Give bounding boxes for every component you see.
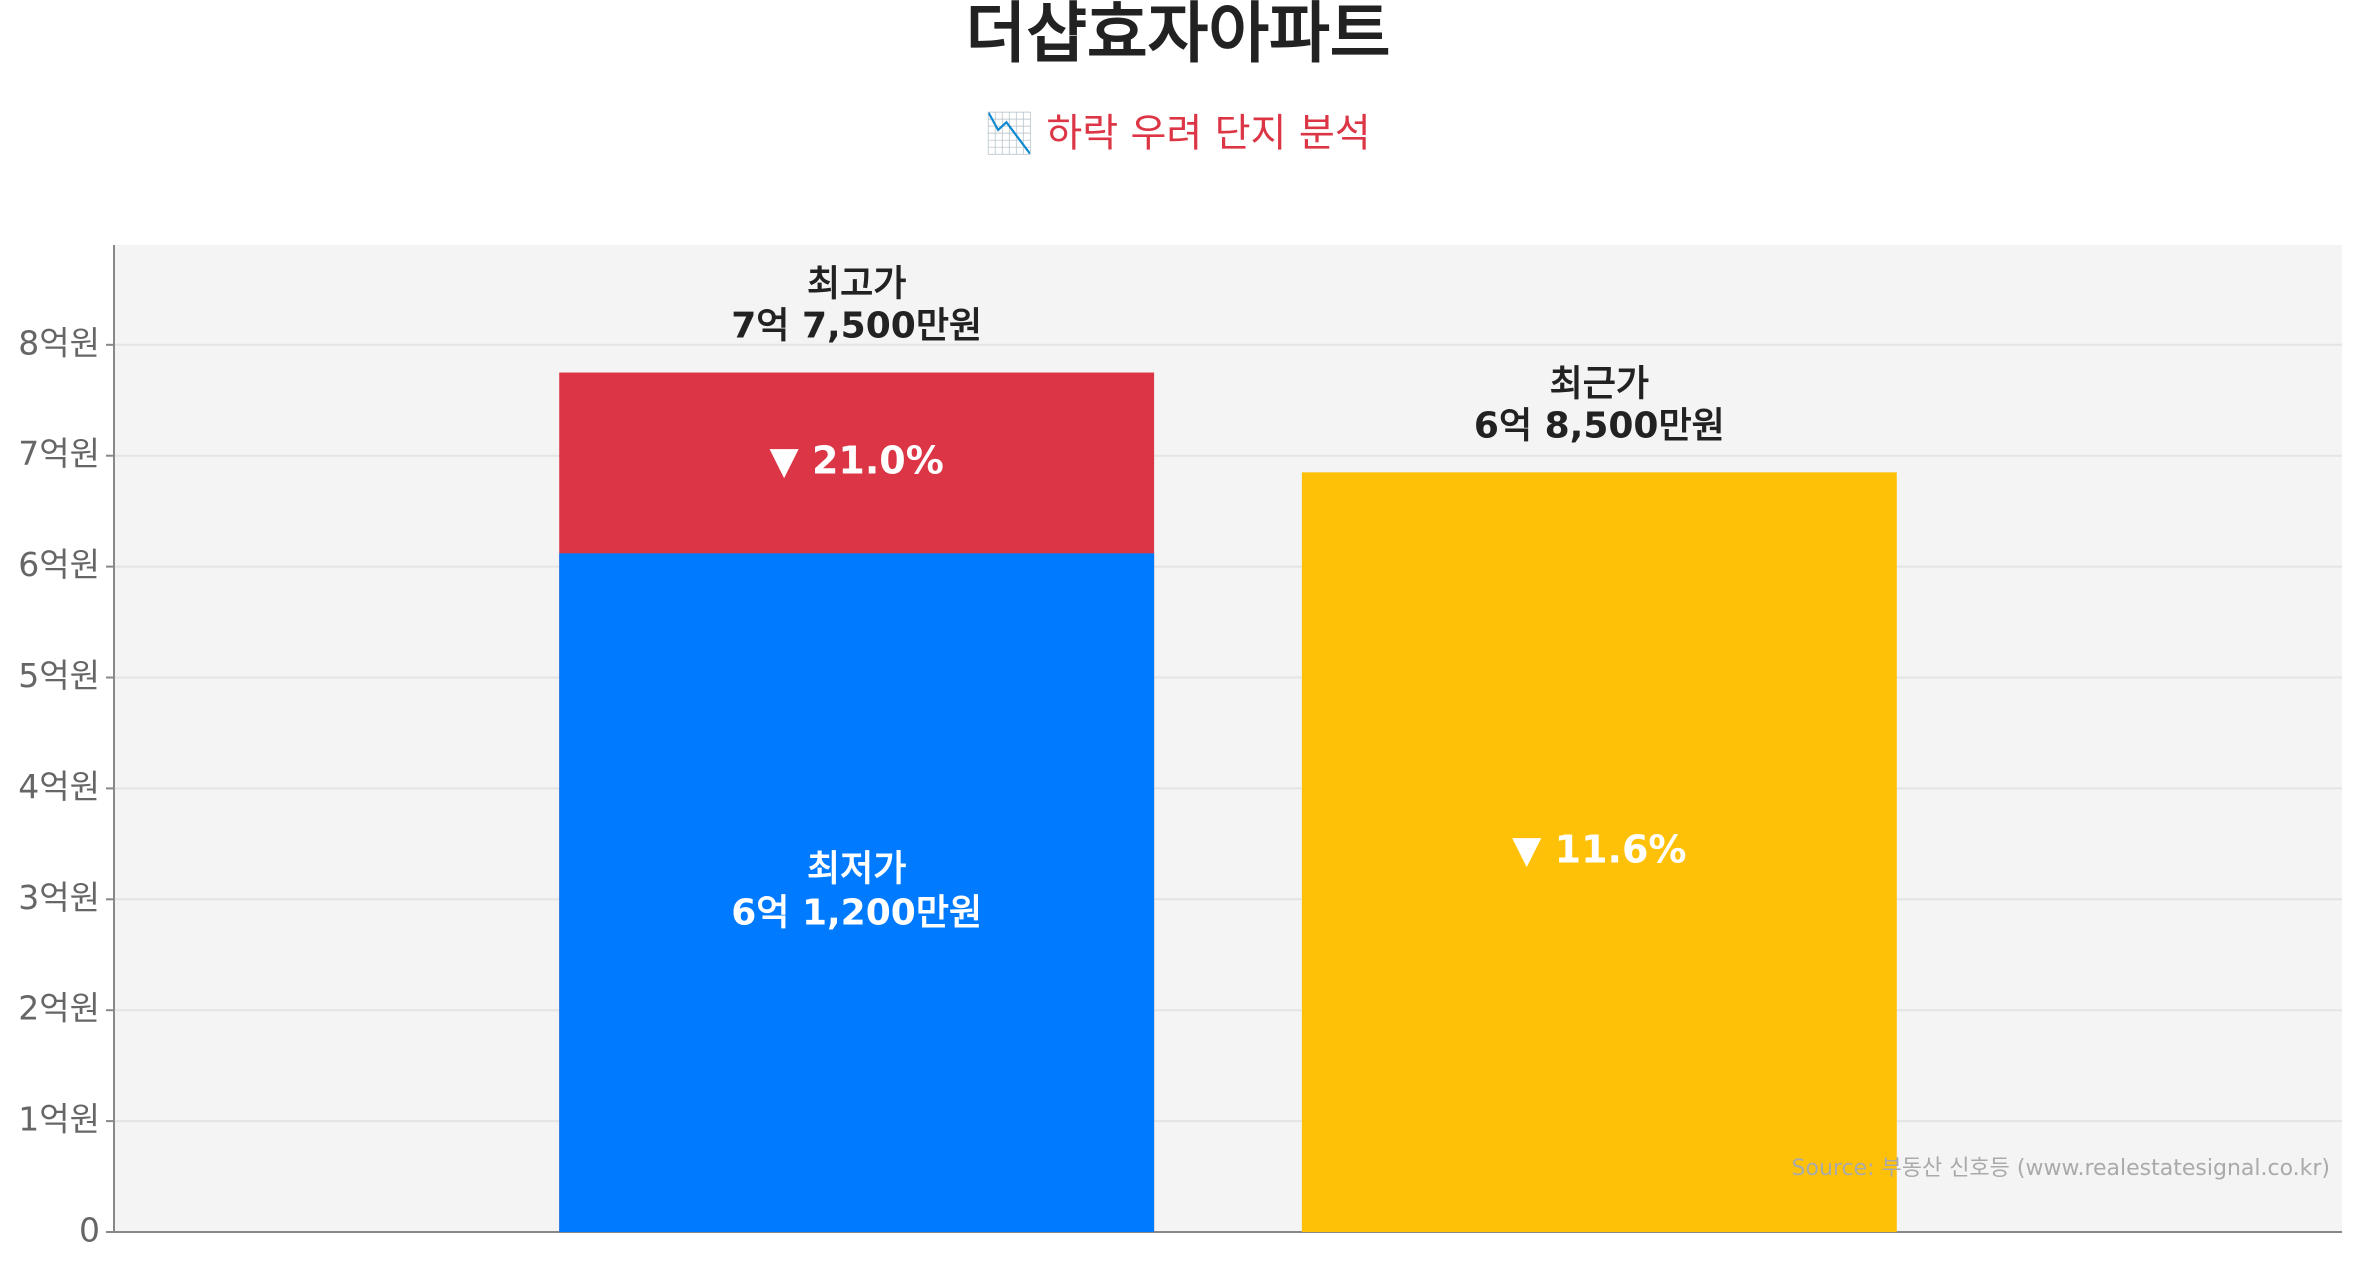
- y-tick-label: 7억원: [18, 434, 100, 473]
- y-tick-label: 4억원: [18, 767, 100, 806]
- plot-background: [114, 245, 2342, 1232]
- bar-value-label: 6억 1,200만원: [731, 893, 982, 934]
- bar: [559, 553, 1155, 1232]
- y-tick-label: 2억원: [18, 989, 100, 1028]
- bar-name-label: 최고가: [807, 264, 906, 305]
- y-tick-label: 8억원: [18, 323, 100, 362]
- bar-name-label: 최근가: [1550, 363, 1649, 404]
- chart-subtitle: 📉 하락 우려 단지 분석: [985, 111, 1370, 157]
- y-tick-label: 6억원: [18, 545, 100, 584]
- y-tick-label: 3억원: [18, 878, 100, 917]
- change-annotation: ▼ 21.0%: [770, 438, 944, 482]
- source-note: Source: 부동산 신호등 (www.realestatesignal.co…: [1792, 1156, 2330, 1181]
- y-tick-label: 5억원: [18, 656, 100, 695]
- bar-value-label: 7억 7,500만원: [731, 306, 982, 347]
- chart-title: 더샵효자아파트: [965, 0, 1390, 72]
- y-tick-label: 0: [79, 1211, 100, 1250]
- y-tick-label: 1억원: [18, 1100, 100, 1139]
- bar-name-label: 최저가: [807, 849, 906, 890]
- bar: [1301, 472, 1897, 1233]
- bar-value-label: 6억 8,500만원: [1474, 405, 1725, 446]
- change-annotation: ▼ 11.6%: [1512, 828, 1686, 872]
